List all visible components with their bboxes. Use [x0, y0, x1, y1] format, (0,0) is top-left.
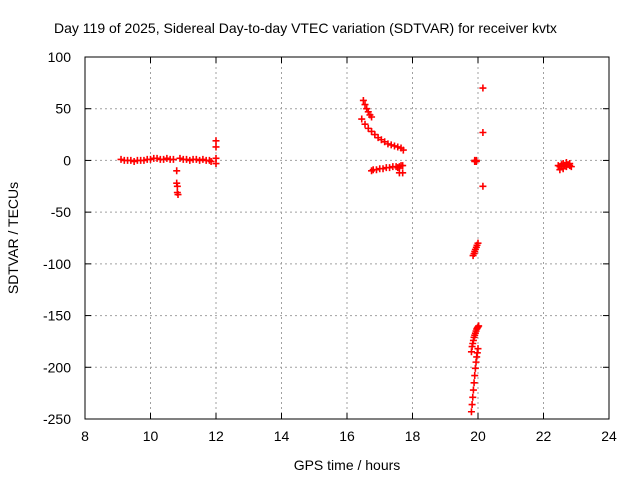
data-point [173, 182, 181, 190]
x-tick-label: 24 [601, 428, 617, 444]
x-tick-label: 10 [143, 428, 159, 444]
data-point [469, 386, 477, 394]
data-point [140, 156, 148, 164]
data-point [471, 372, 479, 380]
x-tick-label: 8 [81, 428, 89, 444]
data-point [479, 84, 487, 92]
data-point [183, 155, 191, 163]
data-point [160, 155, 168, 163]
x-tick-label: 22 [536, 428, 552, 444]
data-point [153, 154, 161, 162]
data-point [386, 164, 394, 172]
data-point [147, 155, 154, 163]
x-tick-label: 12 [208, 428, 224, 444]
data-point [395, 169, 403, 177]
series-seg5b [359, 96, 376, 121]
data-point [559, 165, 567, 173]
x-tick-label: 16 [339, 428, 355, 444]
data-point [368, 167, 376, 175]
data-point [358, 115, 366, 123]
series-seg6 [368, 162, 407, 177]
chart-title: Day 119 of 2025, Sidereal Day-to-day VTE… [54, 20, 557, 36]
data-point [127, 156, 135, 164]
y-tick-label: -200 [43, 359, 71, 375]
series-seg4 [212, 137, 220, 168]
data-point [169, 155, 177, 163]
y-tick-label: -150 [43, 308, 71, 324]
data-point [192, 155, 200, 163]
data-point [359, 96, 367, 104]
data-point [174, 191, 182, 199]
data-point [468, 401, 476, 409]
data-point [399, 146, 407, 154]
data-point [394, 143, 402, 151]
data-point [196, 156, 204, 164]
y-tick-label: 100 [48, 49, 72, 65]
data-point [467, 408, 475, 416]
data-point [387, 141, 395, 149]
data-point [117, 155, 125, 163]
y-tick-label: -50 [51, 204, 71, 220]
series-seg5a [358, 115, 407, 154]
data-point [471, 364, 479, 372]
data-point [212, 160, 220, 168]
data-point [176, 154, 184, 162]
axis-ticks [84, 56, 610, 420]
data-point [384, 140, 392, 148]
y-tick-labels: 100 50 0 -50 -100 -150 -200 -250 [43, 49, 71, 427]
data-point [368, 113, 376, 121]
data-point [173, 167, 181, 175]
data-point [469, 393, 477, 401]
data-point [186, 156, 194, 164]
x-tick-label: 14 [274, 428, 290, 444]
data-point [212, 137, 220, 145]
data-point [399, 162, 407, 170]
data-point [390, 142, 398, 150]
data-point [163, 154, 171, 162]
y-tick-label: 50 [55, 101, 71, 117]
y-tick-label: -250 [43, 411, 71, 427]
series-seg1 [117, 154, 177, 165]
data-point [472, 157, 480, 165]
series-seg8 [479, 84, 487, 190]
data-points [117, 84, 575, 416]
data-point [372, 166, 380, 174]
x-axis-label: GPS time / hours [294, 457, 401, 473]
data-point [199, 155, 207, 163]
y-tick-label: -100 [43, 256, 71, 272]
series-seg3 [176, 154, 215, 165]
x-tick-label: 18 [405, 428, 421, 444]
data-point [379, 165, 387, 173]
x-tick-label: 20 [470, 428, 486, 444]
data-point [212, 143, 220, 151]
data-point [566, 160, 574, 168]
x-tick-labels: 8 10 12 14 16 18 20 22 24 [81, 428, 617, 444]
series-seg12 [554, 158, 575, 174]
data-point [207, 157, 215, 165]
data-point [470, 379, 478, 387]
y-axis-label: SDTVAR / TECUs [5, 182, 21, 294]
grid [85, 57, 609, 419]
series-seg10 [467, 322, 483, 356]
data-point [361, 120, 369, 128]
data-point [361, 101, 369, 109]
data-point [205, 156, 213, 164]
data-point [556, 166, 564, 174]
series-seg11 [467, 345, 482, 416]
data-point [130, 157, 138, 165]
y-tick-label: 0 [63, 152, 71, 168]
data-point [475, 322, 483, 330]
data-point [562, 158, 570, 166]
data-point [474, 239, 482, 247]
data-point [479, 182, 487, 190]
series-seg7 [471, 156, 480, 165]
data-point [395, 163, 403, 171]
data-point [474, 345, 482, 353]
series-seg9 [469, 239, 482, 260]
data-point [479, 129, 487, 137]
series-seg2 [173, 167, 182, 199]
